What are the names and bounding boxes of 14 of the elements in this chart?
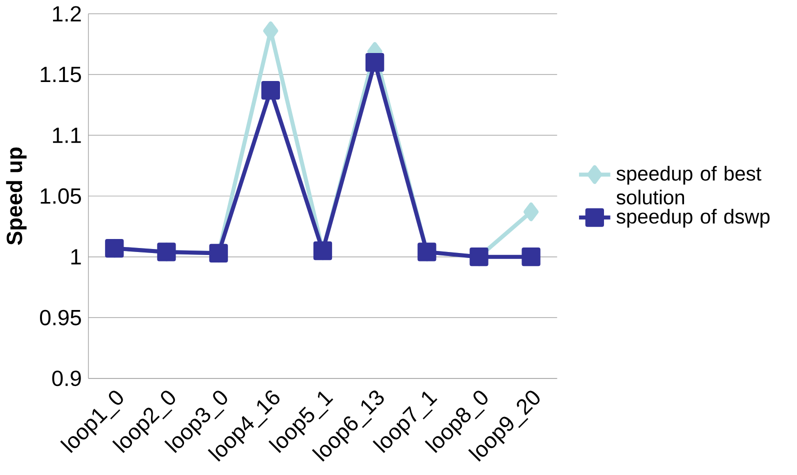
y-tick-label: 1.1	[53, 128, 81, 144]
point	[524, 202, 539, 222]
legend-label: speedup of dswp	[616, 209, 770, 228]
point	[365, 53, 384, 72]
point	[261, 81, 280, 100]
y-tick-label: 1.05	[40, 188, 81, 204]
y-tick-label: 1	[71, 250, 81, 265]
y-tick-label: 0.95	[40, 310, 81, 326]
y-tick-label: 0.9	[52, 370, 81, 386]
point	[522, 248, 540, 266]
y-tick-label: 1.2	[53, 6, 81, 22]
y-axis-title: Speed up	[6, 148, 27, 246]
point	[263, 22, 278, 40]
y-tick-label: 1.15	[40, 67, 81, 82]
